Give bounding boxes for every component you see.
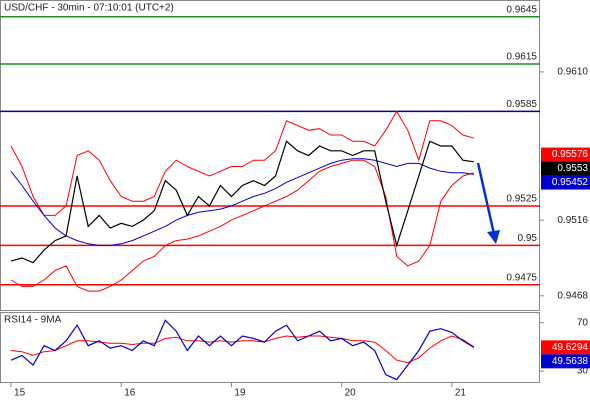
rsi-frame — [0, 312, 540, 383]
x-tick-label: 20 — [345, 388, 357, 399]
y-tick-label: 70 — [577, 317, 589, 328]
level-label: 0.9645 — [506, 4, 537, 15]
chart-title: USD/CHF - 30min - 07:10:01 (UTC+2) — [4, 3, 174, 14]
x-tick-label: 21 — [455, 388, 467, 399]
last-value-box — [541, 161, 590, 176]
last-value-box — [541, 147, 590, 162]
series-line — [10, 319, 475, 381]
y-tick-label: 0.9610 — [557, 67, 588, 78]
y-tick-label: 0.9468 — [557, 290, 588, 301]
level-label: 0.9525 — [506, 194, 537, 205]
last-value-box — [541, 354, 590, 369]
series-line — [10, 158, 474, 246]
series-line — [10, 140, 474, 264]
main-frame — [0, 0, 540, 311]
y-tick-label: 30 — [577, 366, 589, 377]
series-line — [10, 159, 475, 292]
last-value-label: 0.9553 — [557, 163, 588, 174]
y-tick-label: 0.9516 — [557, 215, 588, 226]
level-label: 0.9615 — [506, 52, 537, 63]
x-tick-label: 16 — [124, 388, 136, 399]
rsi-title: RSI14 - 9MA — [4, 315, 62, 326]
forecast-arrow — [476, 162, 500, 244]
last-value-label: 0.95452 — [552, 177, 589, 188]
level-label: 0.9585 — [506, 99, 537, 110]
series-line — [10, 335, 475, 364]
x-tick-label: 15 — [14, 388, 26, 399]
last-value-label: 49.6294 — [552, 342, 589, 353]
last-value-label: 49.5638 — [552, 356, 589, 367]
level-label: 0.95 — [518, 233, 538, 244]
series-line — [10, 110, 475, 216]
last-value-box — [541, 175, 590, 190]
last-value-box — [541, 340, 590, 355]
last-value-label: 0.95576 — [552, 149, 589, 160]
level-label: 0.9475 — [506, 272, 537, 283]
x-tick-label: 19 — [234, 388, 246, 399]
